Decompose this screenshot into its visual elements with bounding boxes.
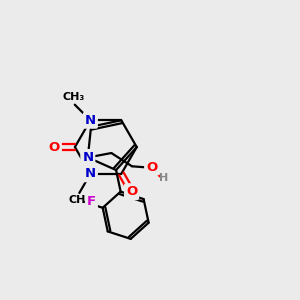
Text: N: N: [85, 167, 96, 180]
Text: O: O: [49, 141, 60, 154]
Text: CH₃: CH₃: [62, 92, 84, 102]
Text: N: N: [85, 114, 96, 127]
Text: O: O: [146, 161, 157, 174]
Text: O: O: [126, 185, 137, 198]
Text: N: N: [82, 151, 93, 164]
Text: F: F: [87, 195, 96, 208]
Text: H: H: [159, 173, 168, 183]
Text: CH₃: CH₃: [68, 195, 91, 205]
